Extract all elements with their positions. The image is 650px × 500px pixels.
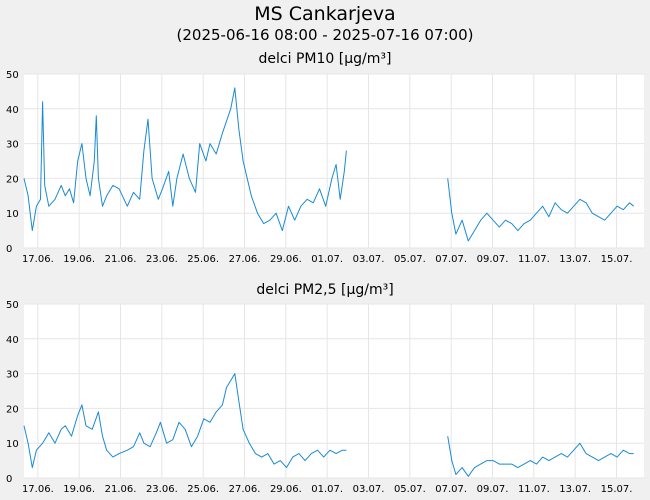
pm25-x-tick-label: 01.07. [311,484,343,495]
pm10-x-tick-label: 19.06. [63,254,95,265]
pm25-x-tick-label: 27.06. [229,484,261,495]
pm25-x-tick-label: 11.07. [518,484,550,495]
pm25-x-tick-label: 15.07. [601,484,633,495]
pm10-series-line-segment-2 [447,178,635,242]
pm10-x-tick-label: 13.07. [559,254,591,265]
pm25-x-tick-label: 13.07. [559,484,591,495]
pm25-plot-area [24,304,644,478]
pm10-x-tick-label: 09.07. [477,254,509,265]
pm10-y-tick-label: 20 [6,174,19,185]
pm25-x-tick-label: 29.06. [270,484,302,495]
pm25-x-tick-label: 17.06. [22,484,54,495]
pm25-x-tick-label: 19.06. [63,484,95,495]
pm25-x-tick-label: 25.06. [187,484,219,495]
pm25-y-tick-label: 30 [6,370,19,381]
pm10-x-tick-label: 29.06. [270,254,302,265]
pm25-chart: 0 10 20 30 40 50 17.06. 19.06. 21.06. 23.06. 25.06… [6,300,644,495]
pm25-x-tick-label: 07.07. [435,484,467,495]
pm10-y-tick-label: 30 [6,140,19,151]
pm25-y-tick-label: 10 [6,439,19,450]
pm10-x-tick-label: 17.06. [22,254,54,265]
pm25-x-tick-label: 23.06. [146,484,178,495]
pm25-y-tick-label: 20 [6,404,19,415]
pm25-series-line-segment-2 [447,436,634,477]
pm25-y-tick-label: 40 [6,335,19,346]
pm25-chart-title: delci PM2,5 [µg/m³] [256,282,394,298]
pm10-x-tick-label: 21.06. [105,254,137,265]
pm10-x-tick-label: 27.06. [229,254,261,265]
pm10-x-tick-label: 11.07. [518,254,550,265]
station-title: MS Cankarjeva [254,3,396,25]
pm10-chart-title: delci PM10 [µg/m³] [258,51,392,67]
pm25-y-tick-label: 50 [6,300,19,311]
pm10-x-tick-label: 25.06. [187,254,219,265]
pm10-y-tick-label: 40 [6,105,19,116]
pm10-x-tick-label: 01.07. [311,254,343,265]
pm10-series-line-segment-1 [23,87,347,232]
pm25-series-line-segment-1 [23,373,347,469]
pm25-y-tick-label: 0 [6,474,12,485]
pm25-x-tick-label: 21.06. [105,484,137,495]
pm10-chart: 0 10 20 30 40 50 17.06. 19.06. 21.06. 23.06. 25.06… [6,70,644,265]
pm10-x-tick-label: 23.06. [146,254,178,265]
pm10-x-tick-label: 07.07. [435,254,467,265]
pm25-x-tick-label: 09.07. [477,484,509,495]
pm25-x-tick-label: 05.07. [394,484,426,495]
pm10-x-tick-label: 03.07. [353,254,385,265]
pm10-x-tick-label: 15.07. [601,254,633,265]
pm10-plot-area [24,74,644,248]
pm10-y-tick-label: 50 [6,70,19,81]
pm10-x-tick-label: 05.07. [394,254,426,265]
pm10-y-tick-label: 0 [6,244,12,255]
period-subtitle: (2025-06-16 08:00 - 2025-07-16 07:00) [176,26,474,44]
pm10-y-tick-label: 10 [6,209,19,220]
pm25-x-tick-label: 03.07. [353,484,385,495]
